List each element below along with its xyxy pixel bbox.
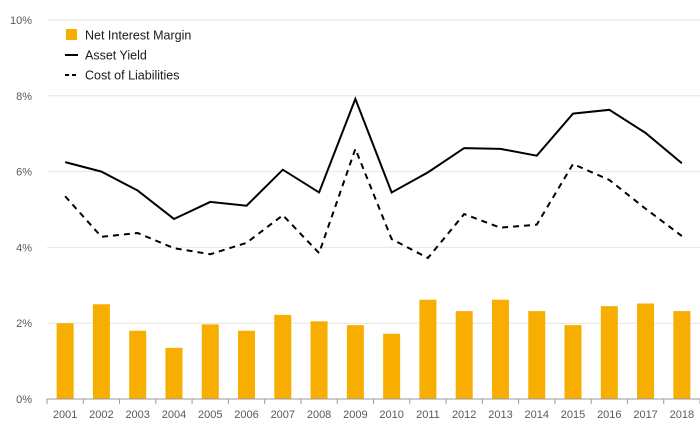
x-tick-label: 2012 xyxy=(452,409,476,421)
x-tick-label: 2009 xyxy=(343,409,367,421)
x-tick-label: 2010 xyxy=(379,409,403,421)
x-axis xyxy=(46,398,700,404)
grid-lines xyxy=(47,19,700,324)
x-tick-label: 2005 xyxy=(198,409,222,421)
bars-net-interest-margin xyxy=(56,299,691,399)
bar-2012 xyxy=(455,311,473,399)
bar-2005 xyxy=(201,324,219,399)
x-tick-label: 2014 xyxy=(525,409,549,421)
legend-label-net-interest-margin: Net Interest Margin xyxy=(85,29,191,43)
bar-2002 xyxy=(92,304,110,399)
x-tick-label: 2016 xyxy=(597,409,621,421)
bar-2013 xyxy=(491,299,509,399)
legend-label-asset-yield: Asset Yield xyxy=(85,49,147,63)
bar-2018 xyxy=(673,311,691,399)
line-asset-yield xyxy=(64,96,683,221)
line-cost-of-liabilities xyxy=(64,146,683,260)
bar-2010 xyxy=(383,333,401,399)
x-tick-label: 2013 xyxy=(488,409,512,421)
y-tick-label: 2% xyxy=(16,318,32,330)
legend-label-cost-of-liabilities: Cost of Liabilities xyxy=(85,69,180,83)
x-tick-label: 2015 xyxy=(561,409,585,421)
y-axis-labels: 0% 2% 4% 6% 8% 10% xyxy=(10,15,32,406)
bar-2014 xyxy=(528,311,546,399)
x-tick-label: 2004 xyxy=(162,409,186,421)
legend-swatch-net-interest-margin xyxy=(66,29,77,40)
x-axis-labels: 2001 2002 2003 2004 2005 2006 2007 2008 2009 2010… xyxy=(53,409,694,421)
x-tick-label: 2006 xyxy=(234,409,258,421)
bar-2003 xyxy=(129,330,147,399)
bar-2011 xyxy=(419,299,437,399)
y-tick-label: 6% xyxy=(16,167,32,179)
bar-2015 xyxy=(564,325,582,399)
bar-2009 xyxy=(346,325,364,399)
y-tick-label: 4% xyxy=(16,242,32,254)
x-tick-label: 2003 xyxy=(125,409,149,421)
y-tick-label: 10% xyxy=(10,15,32,27)
x-tick-label: 2018 xyxy=(670,409,694,421)
y-tick-label: 0% xyxy=(16,394,32,406)
bar-2001 xyxy=(56,323,74,399)
bar-2016 xyxy=(600,306,618,399)
x-tick-label: 2001 xyxy=(53,409,77,421)
x-tick-label: 2011 xyxy=(416,409,440,421)
y-tick-label: 8% xyxy=(16,91,32,103)
bar-2006 xyxy=(238,330,256,399)
x-tick-label: 2008 xyxy=(307,409,331,421)
bar-2017 xyxy=(637,303,655,399)
x-tick-label: 2007 xyxy=(271,409,295,421)
x-tick-label: 2002 xyxy=(89,409,113,421)
line-series xyxy=(64,96,683,260)
x-tick-label: 2017 xyxy=(633,409,657,421)
bar-2004 xyxy=(165,347,183,399)
bar-2008 xyxy=(310,321,328,399)
bar-2007 xyxy=(274,314,292,399)
legend: Net Interest Margin Asset Yield Cost of Li… xyxy=(65,29,191,83)
